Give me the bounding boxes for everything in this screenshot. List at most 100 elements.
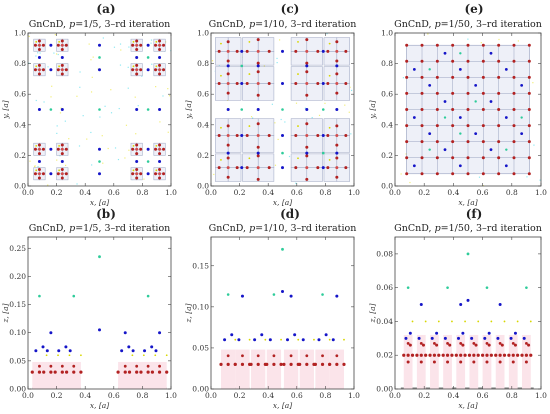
noise-point [110,112,113,114]
cell-box [257,66,275,84]
blue-point [37,55,41,59]
blue-point [489,148,493,152]
noise-point [90,59,92,61]
x-tick-label: 0.0 [22,391,34,400]
cell-box [336,118,350,136]
red-point [459,342,463,345]
cell-box [242,83,259,101]
red-point [481,108,485,111]
red-point [158,152,162,156]
red-point [402,353,406,357]
red-point [226,156,230,160]
green-point [146,56,150,59]
noise-point [533,144,535,146]
red-point [267,134,271,138]
red-point [37,63,41,67]
panel-title: GnCnD, p=1/10, 3–rd iteration [209,19,357,30]
y-tick-label: 0.05 [192,343,209,352]
green-point [98,160,101,163]
blue-point [458,116,462,119]
red-point [485,360,489,364]
cluster-halo [315,349,330,389]
red-point [226,166,230,170]
red-point [474,343,478,347]
red-point [256,93,260,97]
blue-point [49,172,53,176]
red-point [41,68,45,72]
cell-box [227,167,242,182]
blue-point [240,134,244,138]
y-axis-label: y, [a] [1,100,10,119]
blue-point [268,338,272,342]
red-point [279,362,283,366]
red-point [344,49,348,53]
noise-point [295,102,298,104]
red-point [516,353,520,357]
noise-point [68,138,70,140]
cell-box [215,167,229,182]
red-point [451,140,455,144]
noise-point [28,35,30,37]
panel-e: (e) GnCnD, p=1/50, 3–rd iteration 0.0 0.2 0.… [368,2,547,207]
yellow-point [165,354,168,357]
red-point [313,362,317,366]
yellow-point [132,65,135,68]
red-point [441,353,445,357]
red-point [64,172,68,176]
y-tick-label: 0.8 [381,59,393,68]
red-point [226,81,230,85]
blue-point [335,294,339,298]
cell-box [306,51,323,66]
y-tick-label: 0.0 [14,182,26,191]
yellow-point [464,320,466,323]
red-point [217,49,221,53]
blue-point [98,68,101,72]
yellow-point [248,73,251,75]
red-point [235,49,239,53]
red-point [158,143,162,147]
blue-point [458,67,462,71]
red-point [481,156,485,160]
yellow-point [297,73,299,75]
blue-point [223,338,227,342]
red-point [53,370,57,374]
noise-point [59,155,61,157]
cell-box [290,153,308,168]
blue-point [37,108,41,111]
green-point [485,286,489,289]
plot-content [400,252,534,389]
red-point [446,342,449,345]
red-point [282,362,286,366]
y-tick-label: 0.10 [192,302,209,311]
cell-box [336,66,350,84]
blue-point [143,349,147,353]
red-point [448,343,452,347]
blue-point [226,108,230,111]
red-point [420,156,424,160]
yellow-point [155,65,158,68]
yellow-point [328,42,331,45]
blue-point [135,108,139,111]
cell-box [215,135,229,153]
red-point [131,172,135,176]
red-point [498,360,502,364]
red-point [135,143,139,147]
red-point [451,91,455,95]
yellow-point [516,320,519,323]
y-tick-label: 0.10 [9,328,26,337]
blue-point [321,49,325,53]
noise-point [91,164,93,166]
red-point [256,122,260,126]
red-point [256,49,260,53]
blue-point [98,328,101,332]
noise-point [104,105,106,107]
red-point [420,108,424,111]
yellow-point [234,338,237,341]
blue-point [430,336,434,340]
noise-point [151,63,153,65]
cluster-halo [118,361,133,389]
y-tick-label: 0.00 [9,385,26,394]
red-point [37,147,41,151]
red-point [256,61,260,65]
noise-point [120,49,122,51]
